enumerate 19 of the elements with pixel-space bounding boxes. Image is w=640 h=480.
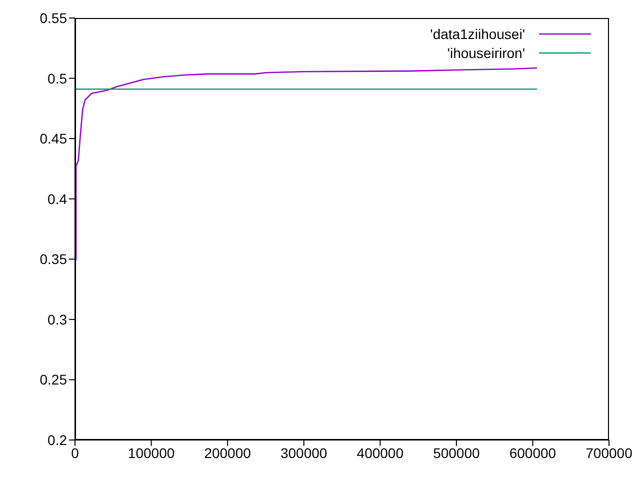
y-tick-label: 0.4 — [48, 190, 68, 207]
legend-label: 'data1ziihousei' — [430, 26, 525, 42]
x-tick-label: 400000 — [356, 444, 404, 461]
y-tick-label: 0.3 — [48, 311, 68, 328]
y-tick-label: 0.25 — [40, 372, 68, 388]
x-tick-label: 300000 — [280, 444, 328, 461]
x-tick-label: 200000 — [204, 444, 252, 461]
y-tick-label: 0.55 — [40, 10, 68, 26]
x-tick-label: 700000 — [586, 444, 633, 461]
x-tick-label: 100000 — [128, 444, 175, 461]
line-series — [75, 67, 538, 261]
legend-label: 'ihouseiriron' — [447, 44, 525, 60]
x-tick-label: 600000 — [509, 444, 556, 461]
x-tick-label: 0 — [71, 444, 80, 461]
y-tick-label: 0.45 — [40, 130, 68, 147]
y-tick-label: 0.2 — [48, 432, 68, 448]
y-tick-label: 0.5 — [48, 70, 68, 86]
y-tick-label: 0.35 — [40, 251, 68, 268]
x-tick-label: 500000 — [433, 444, 480, 461]
